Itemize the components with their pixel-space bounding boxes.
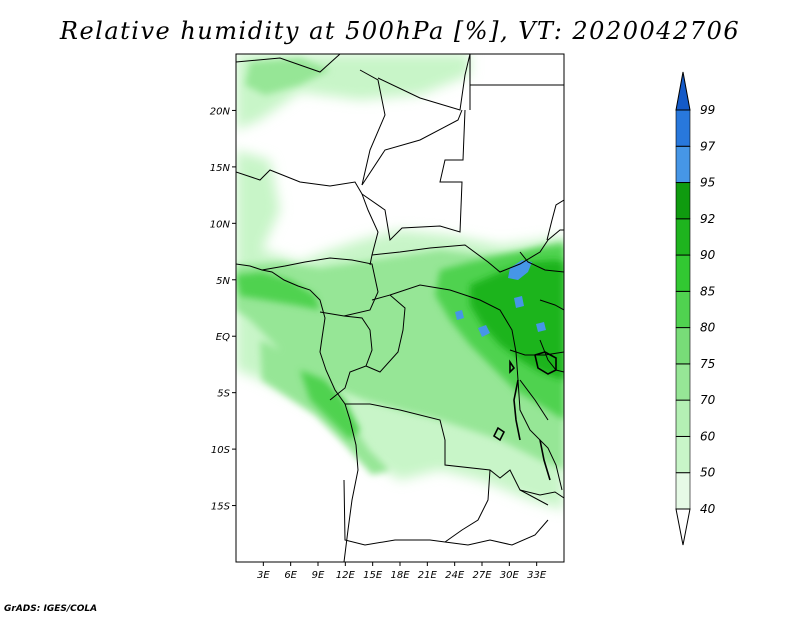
lat-tick-label: 10S <box>211 445 231 456</box>
lon-tick-label: 3E <box>257 570 270 581</box>
humid-south-congo <box>300 370 360 440</box>
border-nigeria <box>236 169 379 266</box>
lon-tick-label: 9E <box>312 570 325 581</box>
lake-victoria <box>534 351 557 375</box>
lon-tick-label: 6E <box>284 570 297 581</box>
colorbar-segment <box>675 254 691 292</box>
lake-mweru <box>492 426 506 442</box>
border-sahara-north <box>236 54 471 186</box>
border-car <box>371 229 564 273</box>
lat-tick-label: 20N <box>210 106 231 117</box>
colorbar-label: 97 <box>700 139 716 153</box>
lake-malawi <box>539 439 551 481</box>
lat-tick-label: 5S <box>217 389 230 400</box>
lon-tick-label: 27E <box>472 570 492 581</box>
colorbar-label: 70 <box>700 393 716 407</box>
border-cameroon <box>261 257 379 317</box>
colorbar-segment <box>675 327 691 365</box>
lake-outlines <box>492 351 557 481</box>
colorbar-label: 90 <box>700 248 716 262</box>
border-egypt <box>469 54 564 110</box>
border-gabon <box>319 311 373 401</box>
colorbar-label: 85 <box>700 284 715 298</box>
humid-great-lakes <box>470 260 564 380</box>
lon-tick-label: 12E <box>336 570 356 581</box>
lat-tick-label: 15N <box>210 163 231 174</box>
colorbar-segment <box>675 182 691 220</box>
colorbar-under-arrow <box>675 508 691 546</box>
lon-tick-label: 18E <box>390 570 410 581</box>
saturation-patch-c <box>455 310 464 320</box>
colorbar-label: 92 <box>700 212 715 226</box>
humidity-level-90-95 <box>470 260 564 380</box>
lake-tanganyika <box>513 379 521 441</box>
border-ethiopia <box>546 199 564 241</box>
humid-north-patch <box>245 58 330 95</box>
colorbar-label: 99 <box>700 103 715 117</box>
colorbar-label: 40 <box>700 502 716 516</box>
colorbar-segment <box>675 291 691 328</box>
colorbar-label: 50 <box>700 466 716 480</box>
lat-tick-label: 5N <box>216 276 230 287</box>
colorbar-label: 80 <box>700 321 716 335</box>
lake-kivu <box>509 359 516 374</box>
lat-tick-label: EQ <box>216 332 230 343</box>
saturation-patch-d <box>478 325 490 337</box>
saturation-patch-b <box>514 296 524 308</box>
figure-title: Relative humidity at 500hPa [%], VT: 202… <box>59 17 741 45</box>
colorbar-label: 75 <box>700 357 715 371</box>
longitude-axis: 3E 6E 9E 12E 15E 18E 21E 24E 27E 30E 33E <box>257 562 547 581</box>
saturation-patch-a <box>508 260 532 280</box>
colorbar-label: 95 <box>700 176 715 190</box>
grads-credit: GrADS: IGES/COLA <box>4 604 98 614</box>
colorbar-over-arrow <box>675 71 691 111</box>
coastline <box>236 263 359 562</box>
lon-tick-label: 24E <box>445 570 465 581</box>
lon-tick-label: 21E <box>418 570 438 581</box>
border-chad <box>361 109 466 242</box>
saturation-patch-e <box>536 322 546 332</box>
colorbar-segment <box>675 363 691 401</box>
humid-gulf <box>236 272 320 310</box>
lon-tick-label: 33E <box>527 570 547 581</box>
lon-tick-label: 15E <box>363 570 383 581</box>
latitude-axis: 20N 15N 10N 5N EQ 5S 10S 15S <box>210 106 236 513</box>
lon-tick-label: 30E <box>500 570 520 581</box>
colorbar-segment <box>675 218 691 256</box>
colorbar-segment <box>675 145 691 183</box>
lat-tick-label: 15S <box>211 502 231 513</box>
humidity-field <box>236 54 564 562</box>
colorbar-label: 60 <box>700 429 716 443</box>
colorbar-segment <box>675 436 691 474</box>
humidity-level-95-plus <box>455 260 546 337</box>
border-zambia <box>444 469 564 543</box>
lat-tick-label: 10N <box>210 219 231 230</box>
colorbar-segment <box>675 399 691 437</box>
colorbar-segment <box>675 109 691 147</box>
colorbar: 40 50 60 70 75 80 85 90 92 95 97 99 <box>675 71 716 546</box>
colorbar-segment <box>675 472 691 510</box>
country-borders <box>236 54 564 562</box>
